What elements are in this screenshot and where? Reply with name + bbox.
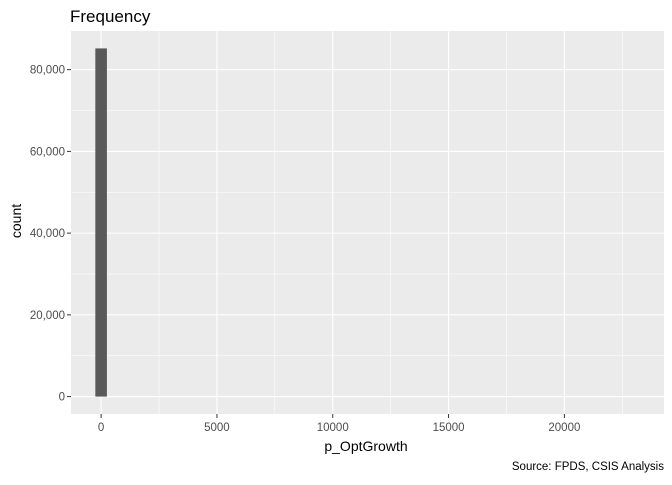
x-tick-label: 5000 — [204, 422, 230, 434]
x-tick-label: 0 — [98, 422, 104, 434]
chart-caption: Source: FPDS, CSIS Analysis — [512, 461, 664, 473]
x-tick-label: 20000 — [548, 422, 580, 434]
major-gridlines — [71, 31, 664, 414]
x-axis-title: p_OptGrowth — [324, 438, 407, 454]
y-tick-label: 0 — [59, 392, 65, 404]
bars — [95, 48, 107, 397]
y-axis-ticks: 0 20,000 40,000 60,000 80,000 — [30, 65, 71, 404]
x-tick-label: 10000 — [317, 422, 349, 434]
minor-gridlines — [71, 31, 664, 414]
plot-panel — [71, 31, 664, 414]
y-tick-label: 20,000 — [30, 310, 65, 322]
x-axis-ticks: 0 5000 10000 15000 20000 — [98, 414, 580, 434]
y-tick-label: 40,000 — [30, 228, 65, 240]
histogram-bar — [95, 48, 107, 397]
chart-title: Frequency — [70, 7, 151, 26]
y-axis-title: count — [8, 204, 24, 238]
y-tick-label: 60,000 — [30, 146, 65, 158]
y-tick-label: 80,000 — [30, 65, 65, 77]
x-tick-label: 15000 — [433, 422, 465, 434]
